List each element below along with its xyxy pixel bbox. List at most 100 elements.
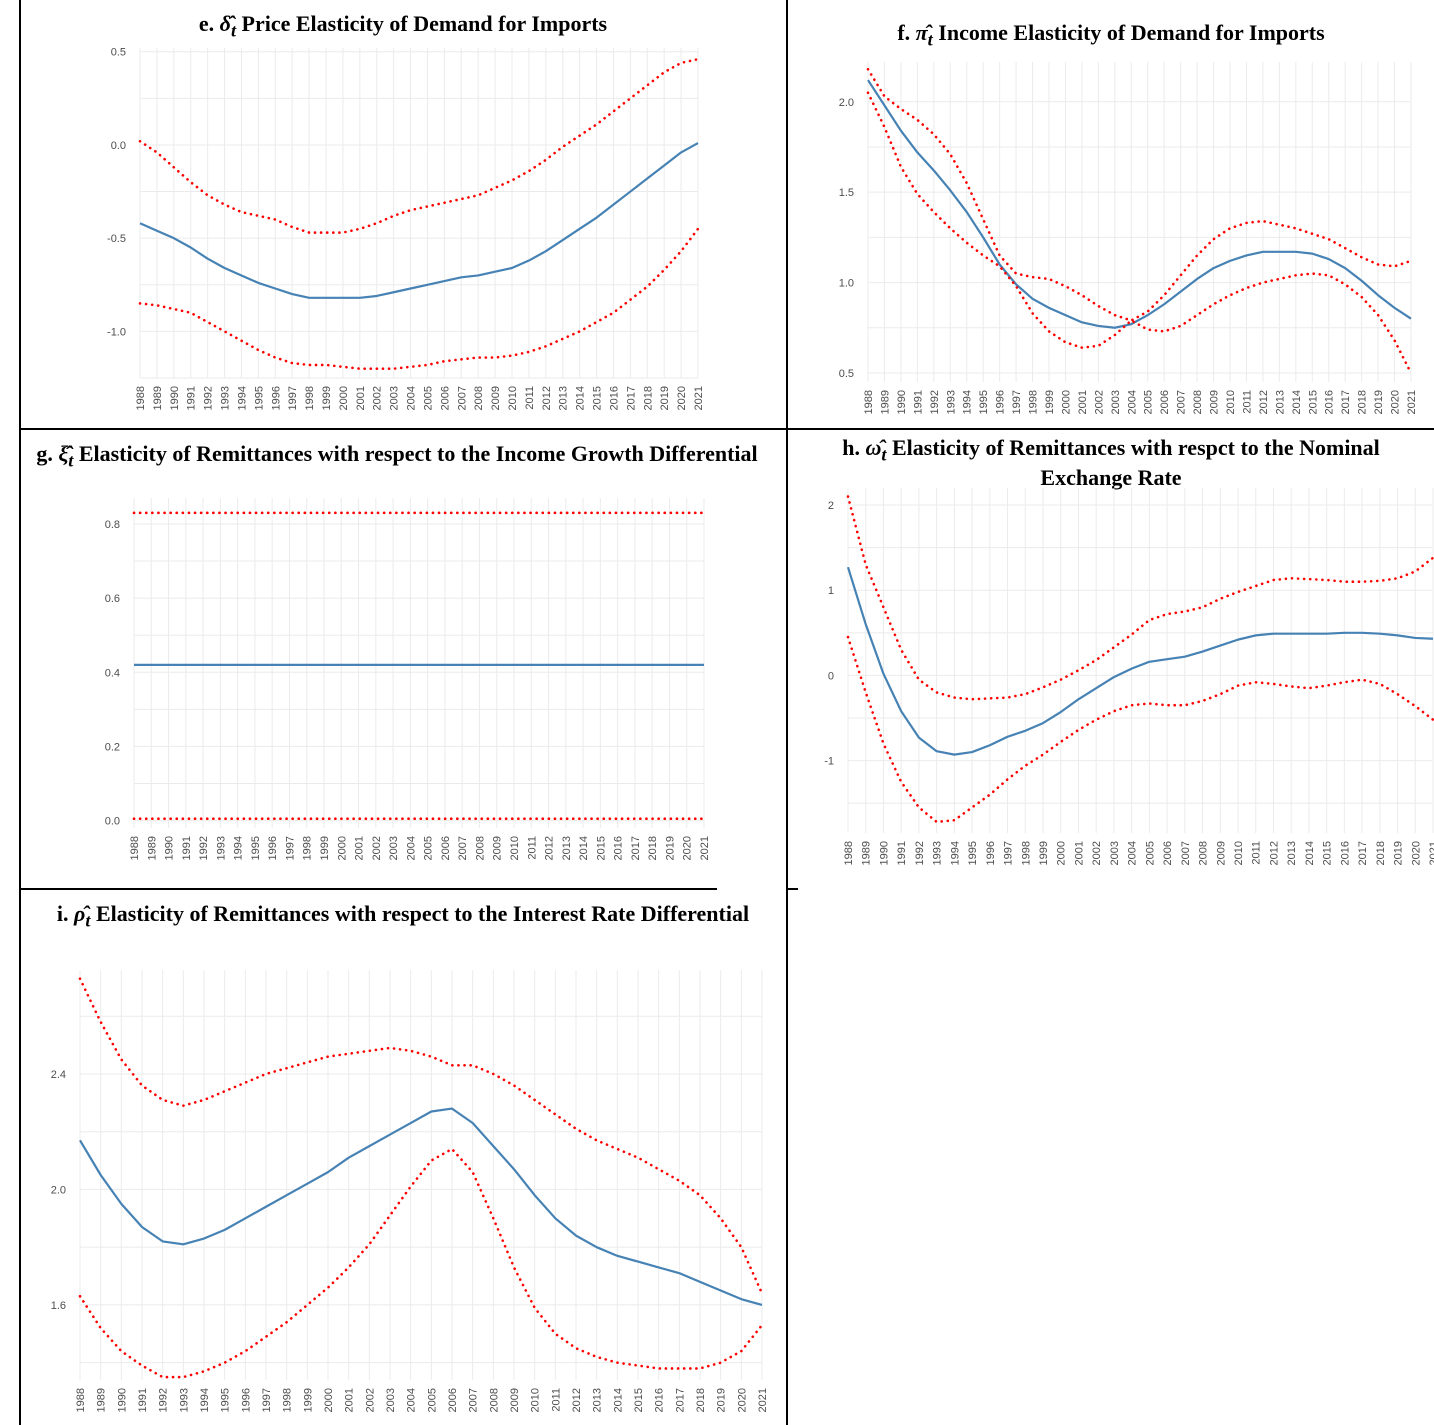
- x-tick-label: 2004: [406, 386, 418, 410]
- series-lower: [846, 635, 1434, 824]
- x-tick-label: 2001: [344, 1388, 356, 1412]
- x-tick-label: 2008: [474, 836, 486, 860]
- x-tick-label: 2002: [1093, 390, 1105, 414]
- x-tick-label: 1988: [75, 1388, 87, 1412]
- x-tick-label: 2017: [625, 386, 637, 410]
- x-tick-label: 2016: [608, 386, 620, 410]
- x-tick-label: 1990: [878, 841, 890, 865]
- x-tick-label: 2020: [736, 1388, 748, 1412]
- series-estimate: [846, 566, 1434, 756]
- series-upper: [78, 977, 764, 1295]
- x-tick-label: 2003: [1110, 390, 1122, 414]
- table-divider-row1: [19, 428, 1434, 430]
- x-tick-label: 2016: [1339, 841, 1351, 865]
- x-tick-label: 2017: [1357, 841, 1369, 865]
- y-axis-labels: 2 1 0 -1: [824, 500, 834, 768]
- panel-title: g. ξ̂̂t Elasticity of Remittances with r…: [36, 441, 758, 471]
- series-upper: [138, 57, 700, 234]
- x-tick-label: 2004: [406, 1388, 418, 1412]
- y-tick-label: 0.0: [105, 816, 120, 828]
- y-tick-label: 1: [828, 585, 834, 597]
- y-tick-label: 0.5: [111, 47, 126, 59]
- x-tick-label: 2011: [524, 386, 536, 410]
- x-tick-label: 1997: [284, 836, 296, 860]
- x-tick-label: 1989: [861, 841, 873, 865]
- x-tick-label: 1994: [236, 386, 248, 410]
- x-tick-label: 2021: [693, 386, 705, 410]
- x-tick-label: 1999: [319, 836, 331, 860]
- x-tick-label: 2007: [468, 1388, 480, 1412]
- x-tick-label: 2014: [578, 836, 590, 860]
- x-tick-label: 2006: [1159, 390, 1171, 414]
- x-tick-label: 1988: [863, 390, 875, 414]
- x-tick-label: 2016: [613, 836, 625, 860]
- x-tick-label: 2019: [1393, 841, 1405, 865]
- x-tick-label: 1989: [879, 390, 891, 414]
- panel-title: f. π̂t Income Elasticity of Demand for I…: [897, 20, 1325, 50]
- x-tick-label: 2016: [654, 1388, 666, 1412]
- x-tick-label: 2017: [1340, 390, 1352, 414]
- x-tick-label: 2009: [492, 836, 504, 860]
- x-axis-labels: 1988 1989 1990 1991 1992 1993 1994 1995 1996 1997…: [129, 836, 711, 860]
- x-tick-label: 2021: [699, 836, 711, 860]
- y-tick-label: 0.0: [111, 140, 126, 152]
- x-tick-label: 1997: [287, 386, 299, 410]
- y-tick-label: 1.5: [839, 187, 854, 199]
- x-tick-label: 2002: [1091, 841, 1103, 865]
- x-tick-label: 1996: [985, 841, 997, 865]
- y-tick-label: 2: [828, 500, 834, 512]
- x-tick-label: 1997: [1011, 390, 1023, 414]
- x-axis-labels: 1988 1989 1990 1991 1992 1993 1994 1995 1996 1997…: [135, 386, 705, 410]
- x-tick-label: 2018: [647, 836, 659, 860]
- x-tick-label: 1995: [250, 836, 262, 860]
- x-tick-label: 2019: [1373, 390, 1385, 414]
- x-tick-label: 2018: [695, 1388, 707, 1412]
- x-tick-label: 2000: [1056, 841, 1068, 865]
- panel-income-elasticity-imports: f. π̂t Income Elasticity of Demand for I…: [788, 0, 1434, 428]
- x-tick-label: 2005: [1144, 841, 1156, 865]
- x-tick-label: 1992: [158, 1388, 170, 1412]
- y-tick-label: 0: [828, 670, 834, 682]
- x-tick-label: 2012: [541, 386, 553, 410]
- x-tick-label: 2008: [1198, 841, 1210, 865]
- y-tick-label: 1.6: [51, 1300, 66, 1312]
- x-tick-label: 2014: [1304, 841, 1316, 865]
- x-tick-label: 2007: [1180, 841, 1192, 865]
- x-tick-label: 1991: [896, 841, 908, 865]
- y-axis-labels: 2.0 1.5 1.0 0.5: [839, 97, 854, 380]
- x-tick-label: 2018: [1375, 841, 1387, 865]
- x-tick-label: 2011: [1251, 841, 1263, 865]
- x-tick-label: 2002: [364, 1388, 376, 1412]
- x-tick-label: 2014: [575, 386, 587, 410]
- x-tick-label: 2016: [1324, 390, 1336, 414]
- y-tick-label: 0.2: [105, 741, 120, 753]
- x-tick-label: 2000: [336, 836, 348, 860]
- y-tick-label: 2.0: [839, 97, 854, 109]
- x-tick-label: 2009: [1209, 390, 1221, 414]
- chart-i: 2.4 2.0 1.6 1988 1989 1990 1991 1992 1993 1994 199…: [51, 970, 769, 1412]
- x-tick-label: 2007: [457, 836, 469, 860]
- x-tick-label: 2013: [558, 386, 570, 410]
- x-tick-label: 2002: [371, 836, 383, 860]
- x-tick-label: 2011: [526, 836, 538, 860]
- x-tick-label: 2020: [1390, 390, 1402, 414]
- x-tick-label: 1997: [261, 1388, 273, 1412]
- x-tick-label: 2001: [1073, 841, 1085, 865]
- x-tick-label: 2008: [473, 386, 485, 410]
- x-tick-label: 2003: [389, 386, 401, 410]
- x-tick-label: 2015: [1322, 841, 1334, 865]
- series-estimate: [867, 79, 1412, 329]
- x-tick-label: 1998: [282, 1388, 294, 1412]
- gridlines: [139, 48, 699, 379]
- x-tick-label: 2008: [488, 1388, 500, 1412]
- table-divider-row2-right: [786, 888, 798, 890]
- x-tick-label: 2010: [1225, 390, 1237, 414]
- x-tick-label: 2012: [1258, 390, 1270, 414]
- x-tick-label: 2006: [439, 386, 451, 410]
- gridlines: [867, 62, 1412, 382]
- x-tick-label: 1993: [220, 386, 232, 410]
- x-tick-label: 1995: [253, 386, 265, 410]
- x-tick-label: 2002: [372, 386, 384, 410]
- x-tick-label: 2006: [1162, 841, 1174, 865]
